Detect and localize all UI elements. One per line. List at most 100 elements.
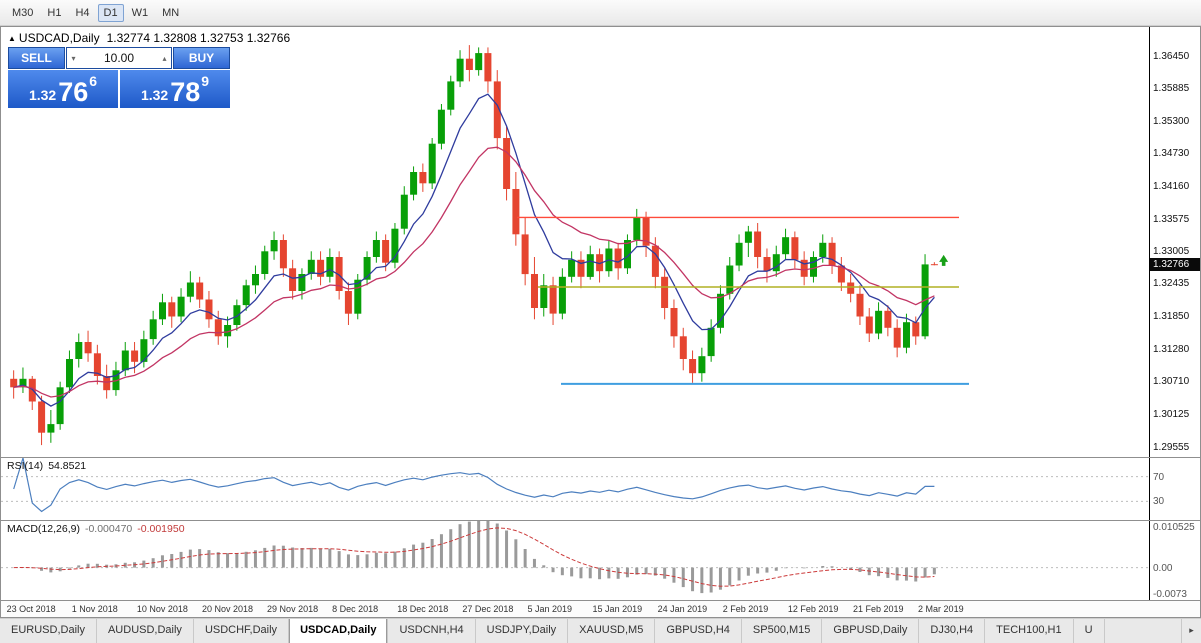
date-label: 15 Jan 2019: [592, 604, 643, 614]
timeframe-button-d1[interactable]: D1: [97, 3, 124, 22]
price-chart-canvas[interactable]: [1, 27, 1149, 457]
collapse-panel-icon[interactable]: ▲: [8, 34, 16, 43]
rsi-value: 54.8521: [48, 460, 87, 472]
chart-tab-usdcnh-h4[interactable]: USDCNH,H4: [388, 619, 476, 643]
macd-signal-value: -0.001950: [137, 523, 185, 535]
macd-signal-line: [13, 527, 935, 587]
macd-histogram: [21, 521, 936, 594]
ma-slow-line: [13, 146, 935, 398]
chart-tab-bar: EURUSD,Daily AUDUSD,Daily USDCHF,Daily USDC…: [0, 618, 1201, 643]
chart-tab-usdchf-daily[interactable]: USDCHF,Daily: [194, 619, 290, 643]
chart-tab-usdcad-daily[interactable]: USDCAD,Daily: [289, 619, 389, 643]
chart-tab-gbpusd-h4[interactable]: GBPUSD,H4: [655, 619, 742, 643]
price-tick-label: 1.30125: [1153, 409, 1190, 421]
date-label: 8 Dec 2018: [332, 604, 379, 614]
date-label: 10 Nov 2018: [136, 604, 188, 614]
macd-axis-label: 0.010525: [1153, 522, 1195, 533]
rsi-line: [13, 458, 935, 513]
chart-tab-usdjpy-daily[interactable]: USDJPY,Daily: [476, 619, 569, 643]
date-label: 2 Mar 2019: [918, 604, 964, 614]
date-label: 5 Jan 2019: [527, 604, 572, 614]
price-tick-label: 1.33575: [1153, 213, 1190, 225]
price-tick-label: 1.32435: [1153, 278, 1190, 290]
buy-price-pips: 78: [170, 77, 201, 107]
current-price-badge: 1.32766: [1150, 258, 1200, 272]
timeframe-button-h4[interactable]: H4: [75, 6, 90, 19]
macd-canvas[interactable]: [1, 521, 1149, 600]
trade-arrow-marker: [939, 254, 949, 266]
macd-axis-label: -0.0073: [1153, 589, 1187, 600]
date-label: 12 Feb 2019: [787, 604, 839, 614]
buy-price-point: 9: [201, 73, 210, 89]
macd-label-row: MACD(12,26,9) -0.000470 -0.001950: [7, 523, 185, 535]
chart-tab-audusd-daily[interactable]: AUDUSD,Daily: [97, 619, 194, 643]
chart-tabs: EURUSD,Daily AUDUSD,Daily USDCHF,Daily USDC…: [0, 619, 1181, 643]
volume-increase-icon[interactable]: ▴: [162, 53, 167, 63]
timeframe-button-m30[interactable]: M30: [12, 6, 34, 19]
candlesticks: [10, 45, 938, 446]
chart-tab-dj30-h4[interactable]: DJ30,H4: [919, 619, 986, 643]
macd-axis: 0.010525 0.00 -0.0073: [1149, 521, 1200, 600]
price-tick-label: 1.36450: [1153, 50, 1190, 62]
chart-ohlc-values: 1.32774 1.32808 1.32753 1.32766: [106, 31, 291, 45]
price-tick-label: 1.35885: [1153, 82, 1190, 94]
price-tick-label: 1.33005: [1153, 246, 1190, 258]
one-click-trading-panel: SELL ▾ 10.00 ▴ BUY 1.32 76 6 1.32 78 9: [8, 47, 230, 108]
chart-tab-xauusd-m5[interactable]: XAUUSD,M5: [568, 619, 656, 643]
buy-price-base: 1.32: [140, 87, 169, 103]
price-tick-label: 1.35300: [1153, 116, 1190, 128]
price-axis[interactable]: 1.36450 1.35885 1.35300 1.34730 1.34160 1.335…: [1149, 27, 1200, 457]
chart-window: 1.36450 1.35885 1.35300 1.34730 1.34160 1.335…: [0, 26, 1201, 618]
sell-price-base: 1.32: [28, 87, 57, 103]
price-tick-label: 1.30710: [1153, 376, 1190, 388]
sell-price-pips: 76: [58, 77, 89, 107]
rsi-name: RSI(14): [7, 460, 44, 472]
ma-fast-line: [13, 93, 935, 407]
chart-tab-tech100-h1[interactable]: TECH100,H1: [985, 619, 1074, 643]
date-label: 2 Feb 2019: [722, 604, 769, 614]
date-label: 18 Dec 2018: [397, 604, 449, 614]
price-chart-pane: 1.36450 1.35885 1.35300 1.34730 1.34160 1.335…: [1, 27, 1200, 457]
tab-scroll-right-button[interactable]: ▸: [1181, 619, 1201, 643]
rsi-label-row: RSI(14) 54.8521: [7, 460, 86, 472]
time-axis[interactable]: 23 Oct 2018 1 Nov 2018 10 Nov 2018 20 Nov 2…: [1, 600, 1200, 617]
price-tick-label: 1.34160: [1153, 180, 1190, 192]
volume-decrease-icon[interactable]: ▾: [71, 53, 76, 63]
date-label: 1 Nov 2018: [71, 604, 118, 614]
chart-tab-gbpusd-daily[interactable]: GBPUSD,Daily: [822, 619, 920, 643]
rsi-canvas[interactable]: [1, 458, 1149, 520]
date-label: 23 Oct 2018: [6, 604, 56, 614]
price-tick-label: 1.31850: [1153, 311, 1190, 323]
date-label: 24 Jan 2019: [657, 604, 708, 614]
sell-button[interactable]: SELL: [8, 47, 65, 69]
sell-price-point: 6: [89, 73, 98, 89]
price-tick-label: 1.29555: [1153, 441, 1190, 453]
rsi-level-label: 30: [1153, 496, 1165, 508]
chart-symbol-label: USDCAD,Daily: [18, 31, 100, 45]
date-label: 27 Dec 2018: [462, 604, 514, 614]
macd-name: MACD(12,26,9): [7, 523, 80, 535]
rsi-axis: 70 30: [1149, 458, 1200, 520]
chart-tab-u[interactable]: U: [1074, 619, 1105, 643]
buy-price-display[interactable]: 1.32 78 9: [120, 70, 230, 108]
timeframe-button-mn[interactable]: MN: [162, 6, 180, 19]
rsi-level-label: 70: [1153, 471, 1165, 483]
price-tick-label: 1.31280: [1153, 343, 1190, 355]
volume-input[interactable]: ▾ 10.00 ▴: [66, 47, 172, 69]
timeframe-button-w1[interactable]: W1: [131, 6, 149, 19]
macd-axis-label: 0.00: [1153, 562, 1173, 574]
macd-main-value: -0.000470: [84, 523, 133, 535]
timeframe-toolbar: M30 H1 H4 D1 W1 MN: [0, 0, 1201, 26]
chart-title: ▲ USDCAD,Daily 1.32774 1.32808 1.32753 1.3…: [8, 31, 290, 45]
date-label: 29 Nov 2018: [267, 604, 319, 614]
sell-price-display[interactable]: 1.32 76 6: [8, 70, 118, 108]
rsi-pane: 70 30 RSI(14) 54.8521: [1, 457, 1200, 520]
timeframe-button-h1[interactable]: H1: [47, 6, 62, 19]
volume-value[interactable]: 10.00: [103, 51, 135, 65]
chart-tab-sp500-m15[interactable]: SP500,M15: [742, 619, 823, 643]
macd-pane: 0.010525 0.00 -0.0073 MACD(12,26,9) -0.0004…: [1, 520, 1200, 600]
buy-button[interactable]: BUY: [173, 47, 230, 69]
date-label: 20 Nov 2018: [201, 604, 253, 614]
chart-tab-eurusd-daily[interactable]: EURUSD,Daily: [0, 619, 97, 643]
